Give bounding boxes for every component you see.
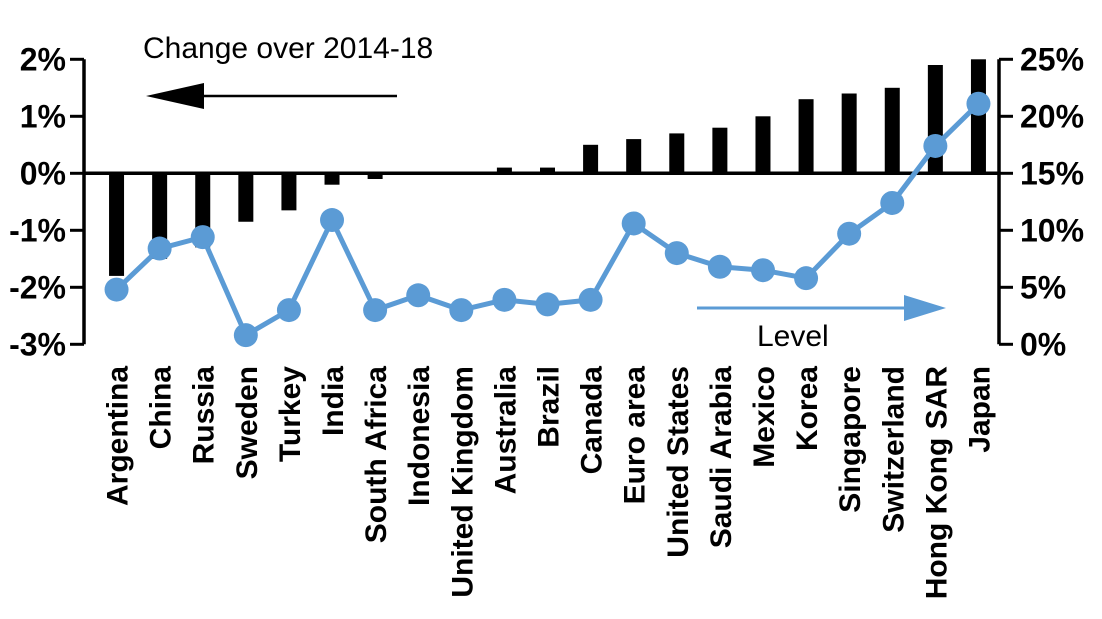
right-axis-tick-label: 5% [1020,269,1066,305]
category-label-india: India [317,366,350,436]
category-label-switzerland: Switzerland [877,366,910,533]
dot-singapore [837,221,862,246]
dot-japan [966,91,991,116]
right-axis-tick-label: 15% [1020,155,1084,191]
bar-saudi-arabia [712,127,728,174]
dot-switzerland [880,190,905,215]
dot-hong-kong-sar [923,133,948,158]
dot-korea [794,266,819,291]
right-axis-tick-label: 10% [1020,212,1084,248]
category-label-euro-area: Euro area [619,366,652,505]
dot-china [147,236,172,261]
bar-united-states [669,133,685,174]
category-label-saudi-arabia: Saudi Arabia [705,366,738,549]
bar-brazil [540,167,555,174]
bar-sweden [238,173,254,222]
bar-argentina [109,173,125,276]
left-axis-tick-label: -3% [9,326,66,362]
category-label-south-africa: South Africa [360,366,393,544]
bar-india [324,173,340,185]
bar-australia [496,167,512,174]
bar-mexico [755,116,771,174]
category-label-russia: Russia [188,366,221,465]
dot-canada [578,287,603,312]
category-label-china: China [145,366,178,450]
change-left-arrow-icon [146,83,204,109]
category-label-united-states: United States [662,366,695,558]
bar-switzerland [884,87,900,174]
category-label-australia: Australia [489,366,522,495]
left-axis-tick-label: 0% [20,155,66,191]
category-label-canada: Canada [576,366,609,475]
category-label-korea: Korea [791,366,824,451]
bar-euro-area [626,139,642,174]
dot-brazil [535,292,560,317]
bar-korea [798,99,814,174]
annotation-change-over-label: Change over 2014-18 [143,32,434,65]
dot-south-africa [363,298,388,323]
category-label-indonesia: Indonesia [403,366,436,506]
dot-sweden [233,323,258,348]
left-axis-tick-label: -1% [9,212,66,248]
dot-turkey [276,298,301,323]
dot-mexico [750,258,775,283]
left-axis-tick-label: 1% [20,98,66,134]
left-axis-tick-label: -2% [9,269,66,305]
annotation-level-label: Level [757,320,829,353]
category-label-turkey: Turkey [274,366,307,462]
dot-russia [190,225,215,250]
category-label-japan: Japan [963,366,996,453]
level-right-arrow-icon [904,295,946,321]
right-axis-tick-label: 25% [1020,41,1084,77]
bar-japan [970,59,986,174]
category-label-mexico: Mexico [748,366,781,468]
dot-united-states [664,241,689,266]
left-axis-tick-label: 2% [20,41,66,77]
category-label-sweden: Sweden [231,366,264,479]
dot-india [320,208,345,233]
right-axis-tick-label: 20% [1020,98,1084,134]
category-label-singapore: Singapore [834,366,867,513]
category-label-brazil: Brazil [533,366,566,448]
dot-indonesia [406,283,431,308]
dot-united-kingdom [449,298,474,323]
category-label-argentina: Argentina [102,366,135,506]
bar-canada [583,144,599,174]
dot-argentina [104,277,129,302]
dot-saudi-arabia [707,254,732,279]
category-label-hong-kong-sar: Hong Kong SAR [920,366,953,600]
dot-australia [492,287,517,312]
bar-singapore [841,93,857,174]
bar-south-africa [367,173,383,179]
bar-turkey [281,173,297,211]
dot-euro-area [621,211,646,236]
category-label-united-kingdom: United Kingdom [446,366,479,598]
right-axis-tick-label: 0% [1020,326,1066,362]
